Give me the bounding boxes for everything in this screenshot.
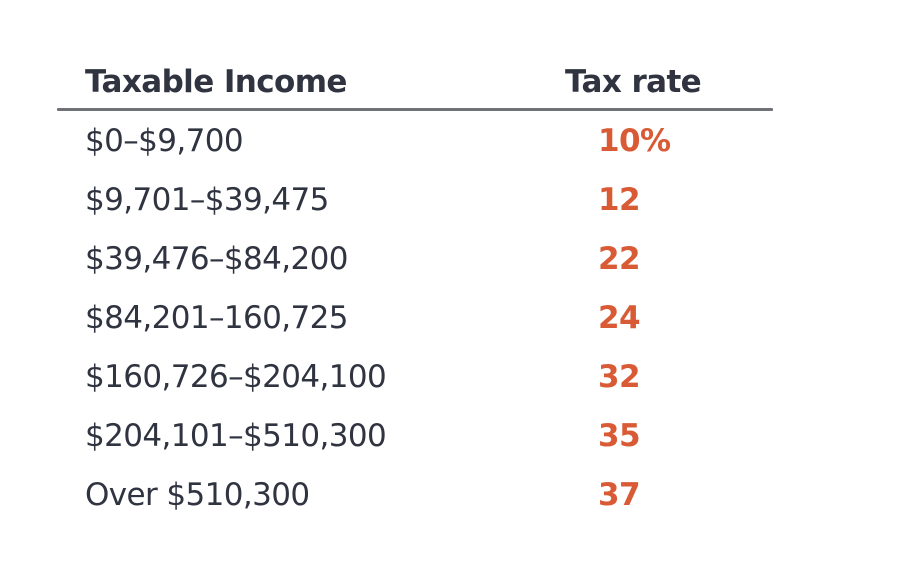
income-range: $0–$9,700 xyxy=(85,122,244,159)
table-row: Over $510,300 37 xyxy=(57,465,773,524)
tax-rate-value: 12 xyxy=(598,181,641,218)
income-range: $9,701–$39,475 xyxy=(85,181,329,218)
table-row: $204,101–$510,300 35 xyxy=(57,406,773,465)
header-divider xyxy=(57,108,773,111)
tax-bracket-table: Taxable Income Tax rate $0–$9,700 10% $9… xyxy=(57,60,773,524)
income-range: $204,101–$510,300 xyxy=(85,417,387,454)
tax-rate-value: 24 xyxy=(598,299,641,336)
income-range: Over $510,300 xyxy=(85,476,310,513)
column-header-tax-rate: Tax rate xyxy=(565,64,702,100)
income-range: $84,201–160,725 xyxy=(85,299,348,336)
table-row: $9,701–$39,475 12 xyxy=(57,170,773,229)
tax-rate-value: 10% xyxy=(598,122,671,159)
income-range: $39,476–$84,200 xyxy=(85,240,348,277)
tax-rate-value: 35 xyxy=(598,417,641,454)
income-range: $160,726–$204,100 xyxy=(85,358,387,395)
table-header-row: Taxable Income Tax rate xyxy=(57,60,773,108)
tax-rate-value: 32 xyxy=(598,358,641,395)
table-row: $0–$9,700 10% xyxy=(57,111,773,170)
column-header-taxable-income: Taxable Income xyxy=(85,64,347,100)
table-row: $84,201–160,725 24 xyxy=(57,288,773,347)
table-row: $39,476–$84,200 22 xyxy=(57,229,773,288)
table-row: $160,726–$204,100 32 xyxy=(57,347,773,406)
tax-rate-value: 37 xyxy=(598,476,641,513)
tax-rate-value: 22 xyxy=(598,240,641,277)
